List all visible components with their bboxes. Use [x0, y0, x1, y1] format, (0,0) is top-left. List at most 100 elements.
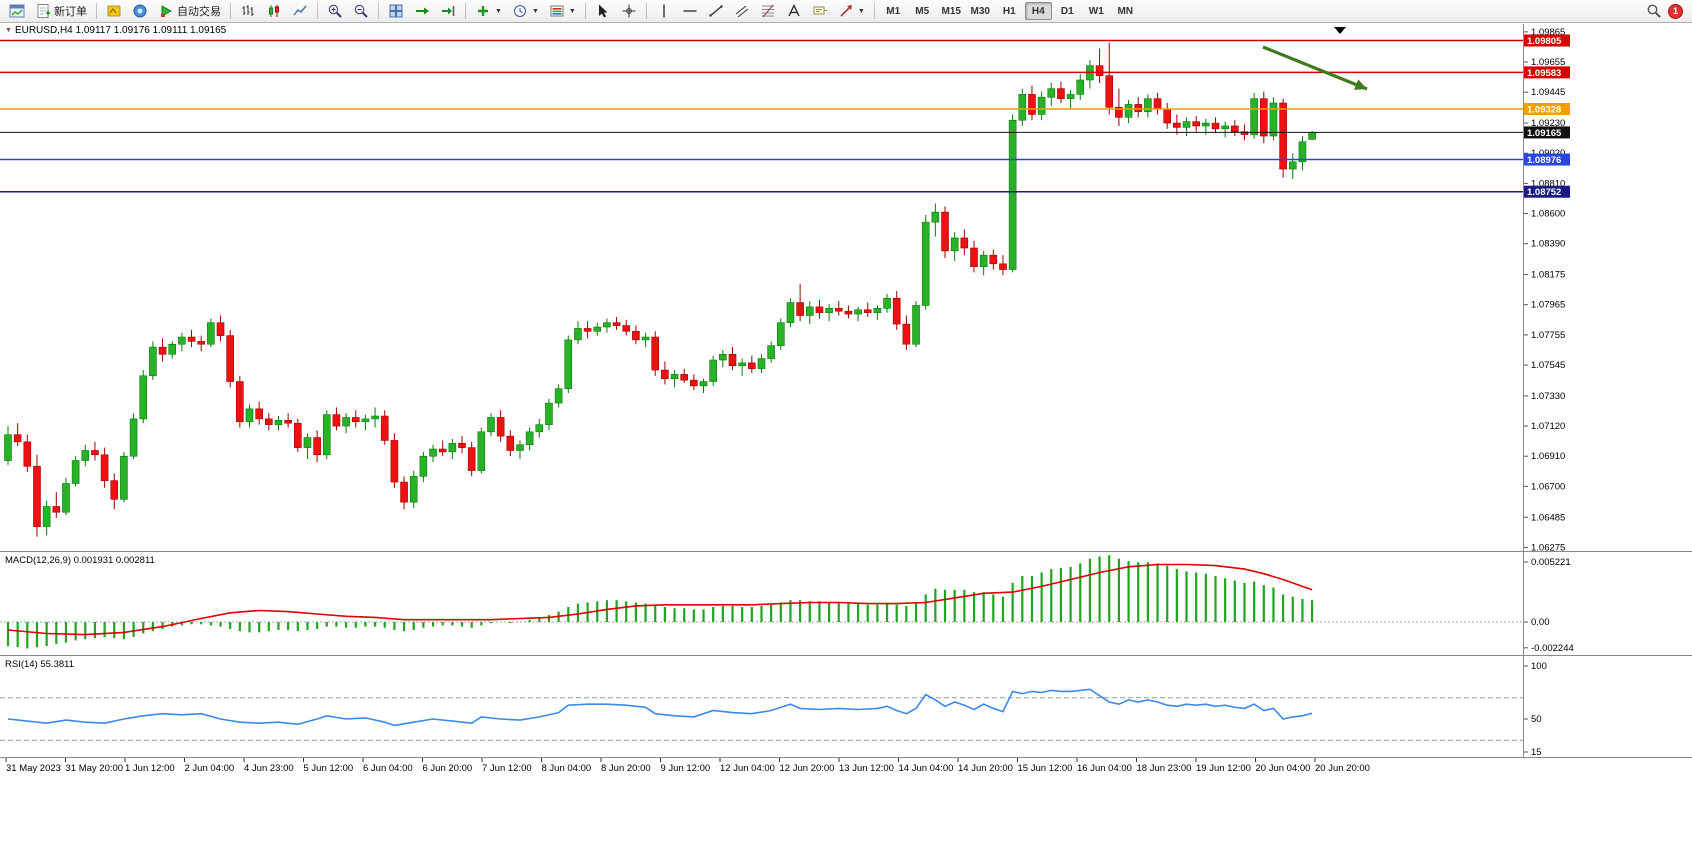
price-tick-label: 1.06700 [1531, 481, 1565, 492]
chevron-down-icon: ▼ [495, 7, 502, 15]
candle-body [1221, 125, 1229, 130]
price-tag-label: 1.09165 [1527, 128, 1562, 139]
indicators-button[interactable]: ▼ [471, 1, 506, 21]
price-tick-label: 1.08175 [1531, 270, 1565, 281]
candle-body [583, 328, 592, 332]
candle-body [1260, 98, 1268, 137]
toolbar-separator [873, 3, 875, 19]
notification-badge[interactable]: 1 [1668, 3, 1683, 19]
price-tick-label: 1.08390 [1531, 239, 1565, 250]
candle-body [42, 506, 51, 527]
zoom-out-icon [354, 4, 368, 18]
auto-scroll-icon [416, 7, 429, 15]
autotrading-label: 自动交易 [177, 6, 221, 18]
cursor-button[interactable] [591, 1, 615, 21]
bar-chart-button[interactable] [236, 1, 260, 21]
time-tick-label: 5 Jun 12:00 [304, 763, 354, 774]
candle-body [661, 369, 669, 379]
vertical-line-button[interactable] [652, 1, 676, 21]
price-tag [1524, 153, 1570, 166]
price-tick-label: 1.07120 [1531, 421, 1565, 432]
price-axis[interactable] [1524, 24, 1692, 757]
time-tick-label: 12 Jun 20:00 [780, 763, 835, 774]
candle-body [429, 448, 437, 457]
time-tick-label: 19 Jun 12:00 [1196, 763, 1251, 774]
tf-m30[interactable]: M30 [967, 2, 994, 20]
candle-body [448, 443, 457, 453]
templates-button[interactable]: ▼ [545, 1, 580, 21]
tf-h1[interactable]: H1 [996, 2, 1023, 20]
candle-body [525, 431, 534, 446]
candle-body [1124, 104, 1133, 118]
autotrading-button[interactable]: 自动交易 [154, 1, 225, 21]
equidistant-channel-button[interactable] [730, 1, 754, 21]
text-label-icon [813, 6, 827, 15]
price-tag-label: 1.09805 [1527, 36, 1562, 47]
time-tick-label: 20 Jun 20:00 [1315, 763, 1370, 774]
toolbar-separator [230, 3, 231, 19]
horizontal-line-button[interactable] [678, 1, 702, 21]
candle-body [1153, 98, 1162, 110]
candle-body [748, 362, 756, 369]
symbol-ohlc-text: EURUSD,H4 1.09117 1.09176 1.09111 1.0916… [14, 25, 227, 36]
time-tick-label: 4 Jun 23:00 [244, 763, 294, 774]
tf-w1[interactable]: W1 [1083, 2, 1110, 20]
auto-scroll-button[interactable] [410, 1, 434, 21]
tile-windows-button[interactable] [384, 1, 408, 21]
candle-body [912, 305, 920, 345]
candle-body [1211, 122, 1220, 130]
fibonacci-button[interactable] [756, 1, 780, 21]
candle-body [419, 455, 428, 477]
candle-body [834, 308, 843, 312]
candle-body [863, 309, 872, 313]
tf-mn[interactable]: MN [1112, 2, 1139, 20]
candle-body [709, 359, 717, 382]
new-chart-button[interactable] [5, 1, 29, 21]
candle-body [187, 336, 196, 342]
macd-scale-label: 0.00 [1531, 617, 1550, 628]
new-order-button[interactable]: 新订单 [31, 1, 91, 21]
trendline-icon [709, 5, 723, 17]
candle-body [1182, 121, 1191, 128]
metaeditor-button[interactable] [102, 1, 126, 21]
equidistant-channel-icon [735, 5, 749, 18]
candle-body [564, 339, 573, 390]
candle-body [207, 322, 215, 345]
candle-body [1134, 104, 1143, 112]
text-label-button[interactable] [808, 1, 832, 21]
candle-body [236, 381, 244, 423]
text-button[interactable] [782, 1, 806, 21]
price-tick-label: 1.06275 [1531, 542, 1565, 553]
candle-body [1095, 65, 1104, 76]
zoom-out-button[interactable] [349, 1, 373, 21]
rsi-scale-label: 50 [1531, 714, 1542, 725]
candle-body [1269, 102, 1278, 137]
time-axis[interactable] [0, 758, 1523, 776]
tf-m15[interactable]: M15 [938, 2, 965, 20]
toolbar-separator [645, 3, 647, 19]
candle-body [825, 308, 833, 313]
crosshair-button[interactable] [617, 1, 641, 21]
tf-d1[interactable]: D1 [1054, 2, 1081, 20]
candle-body [1173, 122, 1181, 128]
search-icon[interactable] [1646, 3, 1662, 19]
tf-m1[interactable]: M1 [880, 2, 907, 20]
tf-h4[interactable]: H4 [1024, 2, 1052, 20]
arrows-button[interactable]: ▼ [834, 1, 869, 21]
zoom-in-button[interactable] [323, 1, 347, 21]
chart-shift-icon [442, 6, 455, 16]
tf-m5[interactable]: M5 [909, 2, 936, 20]
candle-body [632, 330, 640, 341]
candle-body [593, 326, 602, 332]
trendline-button[interactable] [704, 1, 728, 21]
line-chart-button[interactable] [288, 1, 312, 21]
cursor-icon [598, 4, 608, 18]
candle-body [1279, 102, 1287, 170]
market-watch-button[interactable] [128, 1, 152, 21]
periods-button[interactable]: ▼ [508, 1, 543, 21]
candle-body [1066, 94, 1075, 99]
candle-body [516, 444, 524, 451]
candlestick-chart-button[interactable] [262, 1, 286, 21]
chart-shift-button[interactable] [436, 1, 460, 21]
